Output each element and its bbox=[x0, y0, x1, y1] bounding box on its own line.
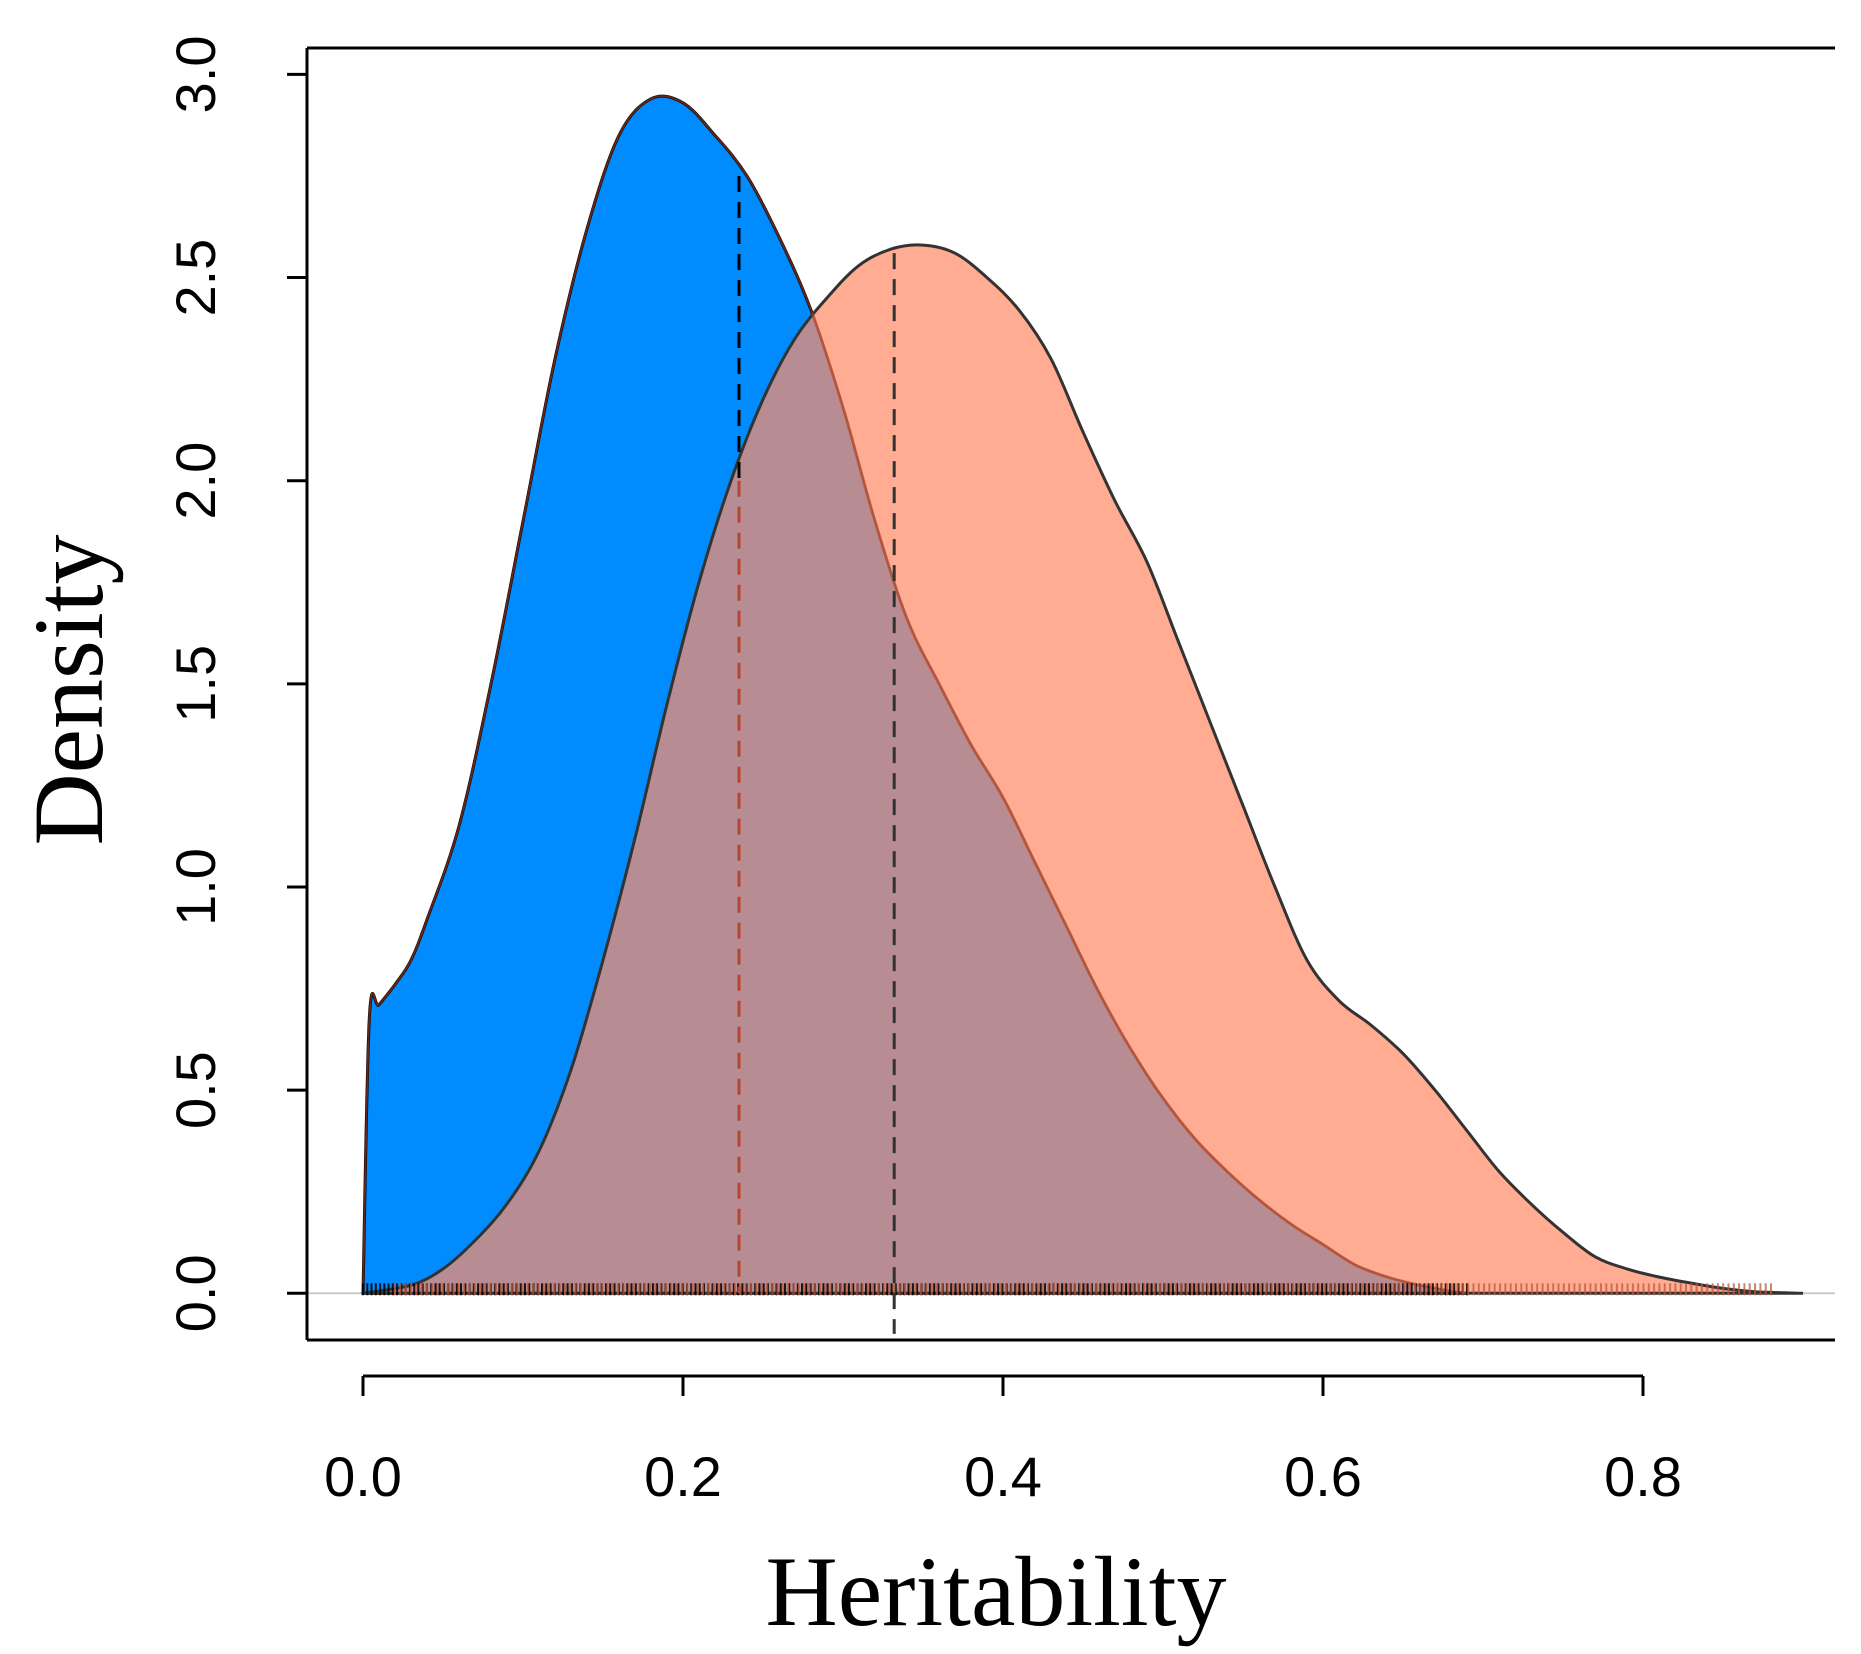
x-tick-label: 0.6 bbox=[1284, 1445, 1362, 1508]
y-tick-label: 2.5 bbox=[164, 239, 227, 317]
x-tick-label: 0.2 bbox=[644, 1445, 722, 1508]
y-tick-label: 0.5 bbox=[164, 1051, 227, 1129]
series-blue-density-outline bbox=[362, 95, 1468, 1295]
y-tick-label: 0.0 bbox=[164, 1254, 227, 1332]
plot-area bbox=[307, 94, 1835, 1334]
y-tick-label: 1.0 bbox=[164, 848, 227, 926]
x-tick-label: 0.4 bbox=[964, 1445, 1042, 1508]
y-tick-label: 1.5 bbox=[164, 645, 227, 723]
y-tick-label: 2.0 bbox=[164, 442, 227, 520]
orange-rug bbox=[394, 1283, 1772, 1296]
x-axis-title: Heritability bbox=[766, 1536, 1227, 1647]
axes: 0.0 0.2 0.4 0.6 0.8 0.0 0.5 1.0 1.5 2.0 2.5 3.0 bbox=[164, 35, 1835, 1508]
series-orange-density-area bbox=[362, 243, 1804, 1295]
y-tick-label: 3.0 bbox=[164, 35, 227, 113]
x-tick-label: 0.8 bbox=[1604, 1445, 1682, 1508]
y-axis-title: Density bbox=[13, 534, 124, 845]
x-tick-label: 0.0 bbox=[324, 1445, 402, 1508]
